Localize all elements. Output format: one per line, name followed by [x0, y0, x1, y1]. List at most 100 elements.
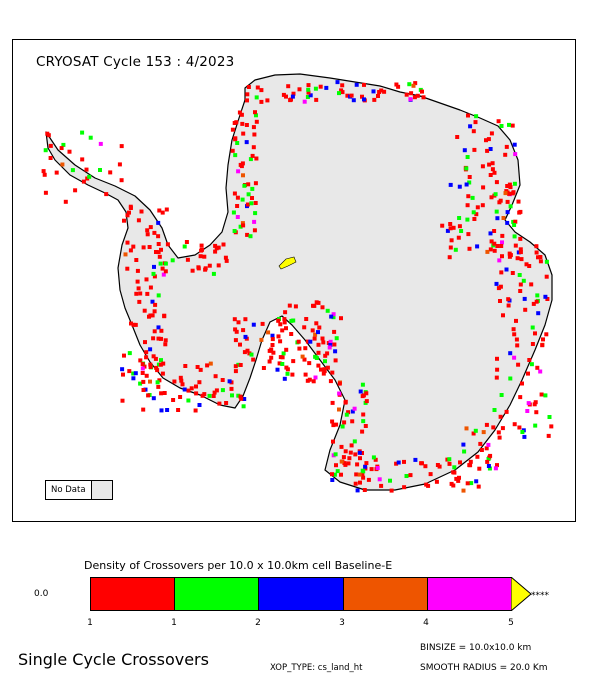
density-cell — [306, 83, 311, 88]
density-cell — [465, 217, 470, 222]
density-cell — [285, 371, 290, 376]
density-cell — [348, 450, 353, 455]
density-cell — [335, 469, 340, 474]
density-cell — [163, 342, 168, 347]
density-cell — [159, 336, 163, 341]
density-cell — [230, 393, 234, 398]
density-cell — [499, 270, 504, 275]
density-cell — [170, 258, 175, 263]
density-cell — [466, 194, 471, 199]
density-cell — [412, 95, 417, 100]
density-cell — [138, 291, 143, 296]
density-cell — [492, 170, 497, 175]
density-cell — [302, 99, 307, 104]
density-cell — [131, 322, 136, 327]
density-cell — [505, 199, 510, 204]
density-cell — [408, 473, 413, 478]
density-cell — [233, 364, 238, 369]
density-cell — [131, 371, 136, 376]
pole-hole-marker — [278, 256, 297, 270]
density-cell — [328, 343, 333, 347]
antarctica-map — [41, 73, 554, 493]
density-cell — [394, 461, 399, 466]
density-cell — [241, 223, 246, 228]
density-cell — [156, 325, 161, 330]
density-cell — [236, 362, 241, 367]
density-cell — [544, 274, 549, 279]
density-cell — [518, 236, 523, 241]
density-cell — [183, 364, 188, 368]
density-cell — [361, 419, 366, 424]
density-cell — [127, 351, 132, 356]
density-cell — [434, 479, 439, 484]
density-cell — [478, 441, 483, 446]
density-cell — [486, 442, 491, 447]
density-cell — [151, 396, 156, 401]
density-cell — [287, 303, 292, 308]
colorbar-segment — [427, 578, 512, 610]
density-cell — [335, 80, 340, 85]
density-cell — [260, 321, 265, 326]
density-cell — [159, 391, 164, 396]
density-cell — [245, 98, 249, 103]
density-cell — [486, 137, 491, 142]
density-cell — [508, 185, 513, 190]
density-cell — [246, 192, 251, 197]
density-cell — [388, 478, 392, 483]
density-cell — [530, 342, 535, 346]
density-cell — [328, 379, 333, 384]
density-cell — [157, 254, 162, 259]
density-cell — [316, 330, 320, 335]
density-cell — [404, 474, 409, 478]
density-cell — [448, 182, 453, 187]
density-cell — [252, 228, 257, 233]
density-cell — [310, 328, 315, 333]
density-cell — [353, 452, 358, 457]
density-cell — [156, 242, 161, 246]
density-cell — [507, 122, 511, 127]
density-cell — [199, 243, 204, 248]
density-cell — [233, 369, 238, 374]
density-cell — [244, 140, 249, 145]
density-cell — [513, 219, 518, 224]
density-cell — [494, 180, 499, 185]
density-cell — [186, 388, 191, 393]
density-cell — [362, 97, 366, 102]
density-cell — [316, 350, 321, 355]
density-cell — [373, 457, 378, 462]
density-cell — [141, 379, 146, 384]
density-cell — [516, 250, 521, 255]
density-cell — [505, 184, 510, 188]
density-cell — [148, 347, 153, 352]
density-cell — [202, 254, 207, 259]
density-cell — [241, 328, 246, 333]
density-cell — [240, 197, 245, 202]
density-cell — [128, 248, 133, 253]
density-cell — [500, 240, 504, 245]
density-cell — [291, 359, 296, 364]
density-cell — [314, 356, 319, 360]
density-cell — [304, 317, 309, 321]
density-cell — [232, 191, 237, 196]
density-cell — [518, 247, 523, 252]
density-cell — [534, 299, 539, 304]
density-cell — [514, 337, 519, 342]
density-cell — [420, 89, 424, 94]
density-cell — [339, 459, 344, 464]
density-cell — [464, 166, 469, 171]
density-cell — [476, 484, 481, 489]
density-cell — [63, 199, 68, 204]
density-cell — [286, 84, 291, 89]
density-cell — [45, 131, 50, 136]
density-cell — [526, 371, 530, 376]
density-cell — [165, 408, 170, 412]
crossover-density-cells — [41, 80, 554, 493]
density-cell — [454, 476, 459, 481]
colorbar-tick-label: 1 — [87, 618, 93, 628]
density-cell — [197, 380, 202, 385]
density-cell — [530, 325, 535, 330]
no-data-legend: No Data — [45, 480, 113, 500]
density-cell — [448, 226, 453, 231]
density-cell — [302, 325, 307, 330]
density-cell — [151, 354, 156, 359]
